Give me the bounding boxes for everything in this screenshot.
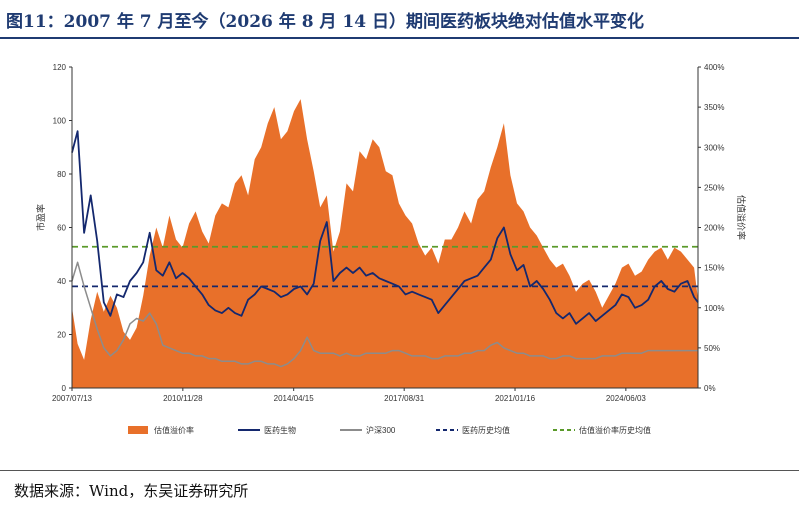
right-tick-label: 300% — [704, 143, 724, 152]
right-tick-label: 0% — [704, 384, 716, 393]
title-divider — [0, 37, 799, 39]
left-tick-label: 80 — [57, 170, 66, 179]
series-premium-area — [72, 99, 698, 388]
chart-axes: 0 20 40 60 80 100 120 0% 50% 100% 150% 200% 250% 300%… — [35, 63, 747, 403]
x-tick-label: 2010/11/28 — [163, 394, 203, 403]
source-note: 数据来源：Wind，东吴证券研究所 — [14, 482, 249, 500]
series-pharma-line — [71, 130, 699, 325]
page-title: 图11：2007 年 7 月至今（2026 年 8 月 14 日）期间医药板块绝… — [6, 12, 644, 32]
right-tick-label: 100% — [704, 304, 724, 313]
x-tick-label: 2007/07/13 — [52, 394, 93, 403]
left-tick-label: 40 — [57, 277, 66, 286]
y-right-label: 估值溢价率 — [736, 195, 747, 240]
legend-pharma-label: 医药生物 — [264, 425, 296, 435]
legend-pharma-mean-label: 医药历史均值 — [462, 425, 510, 435]
title-bar: 图11：2007 年 7 月至今（2026 年 8 月 14 日）期间医药板块绝… — [0, 0, 799, 40]
x-tick-label: 2024/06/03 — [606, 394, 647, 403]
valuation-chart: 0 20 40 60 80 100 120 0% 50% 100% 150% 200% 250% 300%… — [35, 63, 747, 435]
legend-premium-label: 估值溢价率 — [154, 425, 194, 435]
left-tick-label: 60 — [57, 224, 66, 233]
x-tick-label: 2017/08/31 — [384, 394, 425, 403]
legend-premium-mean-label: 估值溢价率历史均值 — [579, 425, 651, 435]
right-tick-label: 50% — [704, 344, 720, 353]
left-tick-label: 120 — [53, 63, 67, 72]
x-tick-label: 2014/04/15 — [274, 394, 315, 403]
right-tick-label: 350% — [704, 103, 724, 112]
right-tick-label: 200% — [704, 224, 724, 233]
source-divider — [0, 470, 799, 471]
chart-legend: 估值溢价率 医药生物 沪深300 医药历史均值 估值溢价率历史均值 — [128, 425, 651, 435]
right-tick-label: 150% — [704, 264, 724, 273]
right-tick-label: 250% — [704, 183, 724, 192]
y-left-label: 市盈率 — [35, 204, 46, 231]
series-hs300-line — [71, 261, 698, 368]
legend-premium-swatch — [128, 426, 148, 434]
left-tick-label: 0 — [62, 384, 67, 393]
left-tick-label: 100 — [53, 117, 67, 126]
x-tick-label: 2021/01/16 — [495, 394, 536, 403]
plot-area — [71, 99, 699, 388]
left-tick-label: 20 — [57, 331, 66, 340]
right-tick-label: 400% — [704, 63, 724, 72]
legend-hs300-label: 沪深300 — [366, 425, 396, 435]
